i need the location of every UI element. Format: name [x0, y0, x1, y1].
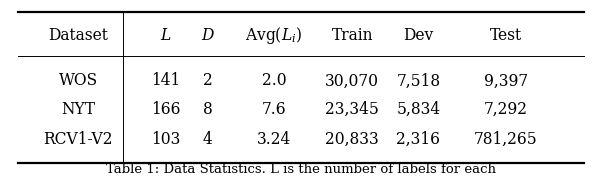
Text: 30,070: 30,070 — [325, 72, 379, 90]
Text: 7,518: 7,518 — [396, 72, 441, 90]
Text: 8: 8 — [203, 101, 213, 118]
Text: $\mathit{L}$: $\mathit{L}$ — [160, 27, 172, 44]
Text: Avg($\mathit{L}_i$): Avg($\mathit{L}_i$) — [246, 25, 302, 46]
Text: 7.6: 7.6 — [262, 101, 286, 118]
Text: 5,834: 5,834 — [396, 101, 441, 118]
Text: RCV1-V2: RCV1-V2 — [43, 131, 113, 148]
Text: Train: Train — [332, 27, 373, 44]
Text: 3.24: 3.24 — [257, 131, 291, 148]
Text: 103: 103 — [151, 131, 180, 148]
Text: Table 1: Data Statistics. L is the number of labels for each: Table 1: Data Statistics. L is the numbe… — [106, 163, 496, 176]
Text: 2.0: 2.0 — [262, 72, 286, 90]
Text: 20,833: 20,833 — [325, 131, 379, 148]
Text: 7,292: 7,292 — [483, 101, 528, 118]
Text: 166: 166 — [150, 101, 181, 118]
Text: Dev: Dev — [403, 27, 433, 44]
Text: 2,316: 2,316 — [396, 131, 441, 148]
Text: 2: 2 — [203, 72, 213, 90]
Text: $\mathit{D}$: $\mathit{D}$ — [200, 27, 215, 44]
Text: 9,397: 9,397 — [483, 72, 528, 90]
Text: 4: 4 — [203, 131, 213, 148]
Text: 141: 141 — [151, 72, 180, 90]
Text: NYT: NYT — [61, 101, 95, 118]
Text: Dataset: Dataset — [48, 27, 108, 44]
Text: WOS: WOS — [59, 72, 98, 90]
Text: 23,345: 23,345 — [325, 101, 379, 118]
Text: 781,265: 781,265 — [474, 131, 538, 148]
Text: Test: Test — [489, 27, 522, 44]
